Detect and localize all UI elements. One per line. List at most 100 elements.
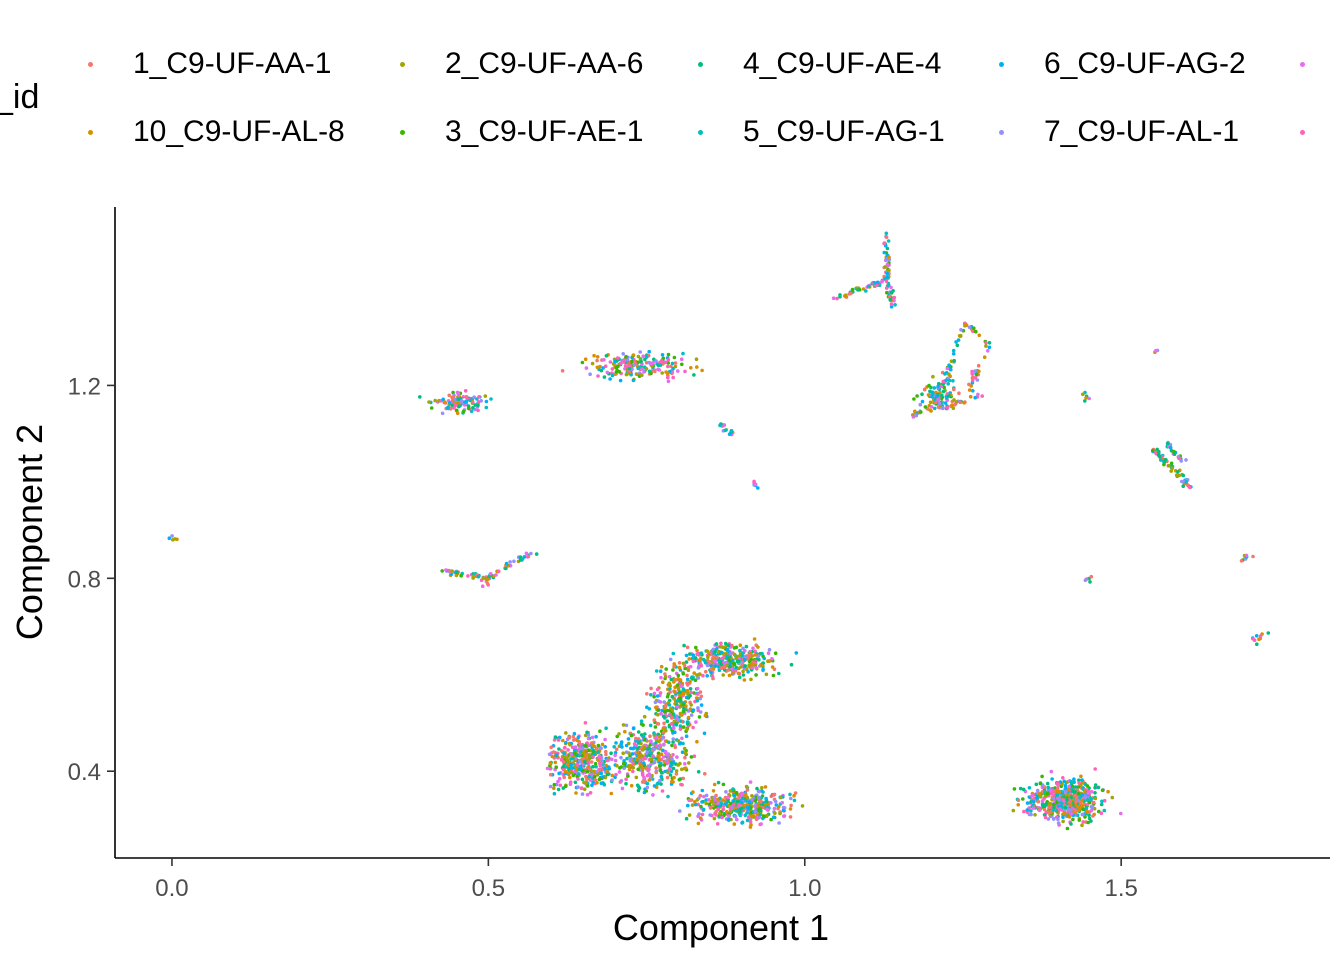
data-point xyxy=(713,664,718,668)
data-point xyxy=(585,792,590,797)
data-point xyxy=(578,742,582,747)
data-point xyxy=(771,815,776,819)
data-point xyxy=(1040,799,1045,803)
legend-label: 3_C9-UF-AE-1 xyxy=(445,115,644,148)
data-point xyxy=(697,658,702,662)
data-point xyxy=(1027,786,1032,790)
data-point xyxy=(665,694,670,699)
data-point xyxy=(951,348,956,353)
data-point xyxy=(1119,811,1123,816)
data-point xyxy=(944,378,948,383)
data-point xyxy=(1069,779,1073,784)
data-point xyxy=(722,423,727,427)
data-point xyxy=(721,782,726,787)
data-point xyxy=(1046,817,1051,821)
data-point xyxy=(647,349,651,354)
data-point xyxy=(666,364,670,369)
data-point xyxy=(689,366,693,370)
data-point xyxy=(476,408,480,413)
data-point xyxy=(658,768,662,772)
data-point xyxy=(618,766,622,770)
data-point xyxy=(672,662,676,666)
data-point xyxy=(941,389,946,394)
data-point xyxy=(705,663,710,668)
data-point xyxy=(1087,813,1091,818)
data-point xyxy=(1169,469,1173,473)
data-point xyxy=(707,652,711,656)
data-point xyxy=(446,405,450,410)
data-point xyxy=(625,756,629,761)
data-point xyxy=(761,667,765,672)
data-point xyxy=(884,286,889,290)
data-point xyxy=(744,784,749,789)
data-point xyxy=(670,743,674,748)
data-point xyxy=(592,353,596,358)
data-point xyxy=(973,369,977,373)
data-point xyxy=(723,641,728,646)
data-point xyxy=(648,734,652,738)
data-point xyxy=(672,775,676,780)
data-point xyxy=(657,368,662,372)
data-point xyxy=(661,755,666,759)
data-point xyxy=(728,789,733,793)
data-point xyxy=(1047,801,1052,806)
data-point xyxy=(620,786,625,791)
data-point xyxy=(680,684,684,688)
data-point xyxy=(719,666,723,670)
data-point xyxy=(653,700,658,705)
data-point xyxy=(949,359,954,364)
data-point xyxy=(718,423,722,428)
data-point xyxy=(1088,580,1092,584)
data-point xyxy=(753,798,758,802)
data-point xyxy=(671,737,675,741)
data-point xyxy=(777,671,781,676)
data-point xyxy=(615,763,619,768)
data-point xyxy=(732,652,737,657)
data-point xyxy=(591,764,595,769)
legend-key xyxy=(1300,61,1305,67)
data-point xyxy=(1061,819,1065,824)
data-point xyxy=(717,658,721,662)
data-point xyxy=(595,358,599,363)
data-point xyxy=(637,786,642,790)
data-point xyxy=(977,369,981,374)
data-point xyxy=(635,372,639,377)
data-point xyxy=(626,737,631,741)
data-point xyxy=(740,806,744,811)
data-point xyxy=(680,750,685,754)
data-point xyxy=(678,727,683,731)
data-point xyxy=(681,691,686,696)
data-point xyxy=(1266,631,1271,635)
data-point xyxy=(668,657,673,662)
data-point xyxy=(504,566,508,571)
data-point xyxy=(700,368,704,373)
data-point xyxy=(552,791,557,796)
data-point xyxy=(512,559,516,564)
data-point xyxy=(1070,784,1074,788)
data-point xyxy=(598,364,602,369)
data-point xyxy=(688,687,693,691)
data-point xyxy=(687,761,691,765)
data-point xyxy=(626,774,630,778)
data-point xyxy=(620,745,624,749)
data-point xyxy=(649,739,653,743)
data-point xyxy=(766,651,771,655)
data-point xyxy=(760,651,764,656)
data-point xyxy=(554,753,559,757)
data-point xyxy=(660,371,664,375)
data-point xyxy=(461,395,466,399)
data-point xyxy=(950,403,954,408)
data-point xyxy=(647,772,652,776)
data-point xyxy=(1080,778,1084,782)
data-point xyxy=(459,399,464,404)
data-point xyxy=(1091,800,1096,805)
data-point xyxy=(705,649,709,653)
data-point xyxy=(472,395,477,400)
data-point xyxy=(557,771,561,776)
data-point xyxy=(679,357,684,362)
data-point xyxy=(771,673,776,678)
data-point xyxy=(560,757,564,762)
data-point xyxy=(967,388,972,392)
data-point xyxy=(649,757,654,762)
data-point xyxy=(656,713,660,717)
